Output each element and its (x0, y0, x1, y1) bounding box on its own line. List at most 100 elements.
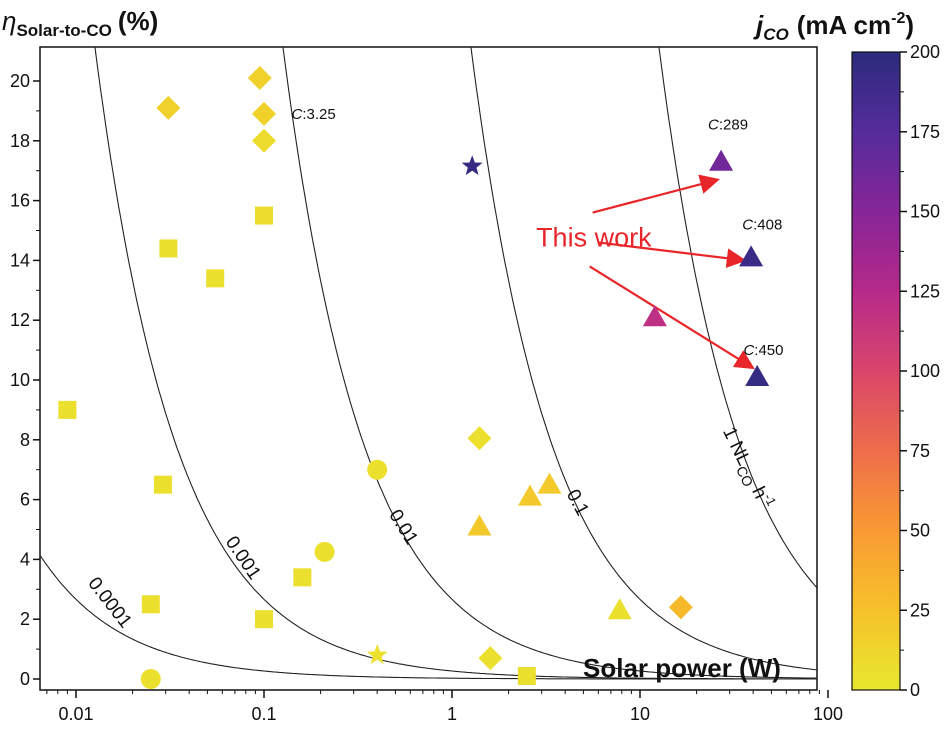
y-tick-label: 10 (10, 370, 30, 390)
square-marker (141, 595, 160, 614)
axes: 0.01 0.1 1 10 100 0 2 4 6 8 10 12 14 16 18 20 (10, 71, 843, 724)
triangle-marker (607, 598, 632, 620)
square-marker (159, 239, 178, 258)
c-annotation: C:3.25 (291, 106, 335, 123)
y-tick-label: 8 (20, 430, 30, 450)
square-marker (517, 667, 536, 686)
y-tick-label: 4 (20, 549, 30, 569)
c-annotation-value: :408 (753, 217, 782, 234)
c-annotation: C:408 (742, 217, 782, 234)
triangle-marker (537, 472, 562, 494)
contour-label: 1 NLCO h-1 (715, 422, 779, 514)
colorbar-ticks: 0 25 50 75 100 125 150 175 200 (900, 42, 940, 700)
contour-line (470, 47, 817, 671)
c-annotation-symbol: C (742, 217, 753, 234)
c-annotation-symbol: C (743, 342, 754, 359)
diamond-marker (467, 426, 492, 451)
square-marker (58, 400, 77, 419)
callout-arrow (589, 265, 755, 370)
contour-label-main: 1 NL (718, 424, 754, 469)
colorbar-tick-label: 75 (910, 441, 930, 461)
colorbar-tick-label: 175 (910, 122, 940, 142)
diamond-marker (247, 66, 272, 91)
y-tick-label: 0 (20, 669, 30, 689)
colorbar-tick-label: 125 (910, 281, 940, 301)
square-marker (206, 269, 225, 288)
colorbar-tick-label: 50 (910, 521, 930, 541)
colorbar-label-close: ) (905, 10, 914, 40)
diamond-marker (668, 595, 693, 620)
contour-label: 0.0001 (83, 573, 135, 632)
y-tick-label: 14 (10, 250, 30, 270)
circle-marker (140, 669, 161, 689)
y-tick-label: 18 (10, 131, 30, 151)
y-axis-symbol: η (2, 6, 16, 36)
callout-arrow (592, 174, 720, 214)
triangle-marker (518, 484, 543, 506)
c-annotation: C:289 (708, 116, 748, 133)
circle-marker (314, 541, 335, 562)
contour-lines (40, 47, 817, 680)
colorbar-tick-label: 150 (910, 202, 940, 222)
star-marker (366, 644, 388, 664)
colorbar-tick-label: 0 (910, 680, 920, 700)
contour-line (658, 47, 817, 589)
triangle-marker (642, 305, 667, 327)
y-tick-label: 6 (20, 490, 30, 510)
x-tick-label: 1 (447, 704, 457, 724)
colorbar-label-unit: (mA cm (797, 10, 891, 40)
c-annotation-symbol: C (708, 116, 719, 133)
data-points (58, 66, 770, 689)
triangle-marker (467, 514, 492, 536)
colorbar-label-exp: -2 (891, 10, 905, 27)
y-axis-unit: (%) (118, 6, 158, 36)
c-annotation-value: :3.25 (302, 106, 335, 123)
diamond-marker (252, 128, 276, 153)
square-marker (293, 568, 312, 587)
y-tick-label: 16 (10, 191, 30, 211)
plot-frame (39, 46, 818, 691)
triangle-marker (709, 149, 734, 171)
x-tick-label: 0.1 (251, 704, 276, 724)
diamond-marker (156, 95, 181, 120)
contour-label: 0.001 (221, 533, 265, 584)
x-tick-label: 10 (630, 704, 650, 724)
square-marker (255, 610, 273, 629)
diamond-marker (252, 101, 276, 126)
x-tick-label: 0.01 (58, 704, 93, 724)
colorbar-tick-label: 100 (910, 361, 940, 381)
triangle-marker (739, 245, 764, 267)
c-annotation: C:450 (743, 342, 783, 359)
colorbar-label-sub: CO (763, 25, 789, 44)
contour-line (94, 47, 817, 680)
contour-line (282, 47, 817, 679)
colorbar-tick-label: 200 (910, 42, 940, 62)
y-tick-label: 20 (10, 71, 30, 91)
callout-arrows (589, 174, 755, 370)
square-marker (255, 206, 273, 225)
x-axis-title: Solar power (W) (583, 653, 781, 683)
colorbar-label-main: j (753, 10, 764, 40)
square-marker (153, 475, 172, 494)
contour-labels: 0.0001 0.001 0.01 0.1 1 NLCO h-1 (83, 422, 779, 632)
y-tick-label: 12 (10, 310, 30, 330)
x-tick-label: 100 (813, 704, 843, 724)
colorbar-tick-label: 25 (910, 600, 930, 620)
circle-marker (367, 459, 388, 480)
y-axis-title: ηSolar-to-CO (%) (2, 6, 158, 40)
y-tick-label: 2 (20, 609, 30, 629)
diamond-marker (478, 646, 503, 671)
c-annotation-value: :450 (754, 342, 783, 359)
star-marker (461, 155, 483, 176)
triangle-marker (745, 365, 770, 387)
colorbar-title: jCO (mA cm-2) (753, 10, 914, 44)
c-annotation-symbol: C (291, 106, 302, 123)
c-annotation-value: :289 (719, 116, 748, 133)
callout-arrow (598, 241, 747, 269)
colorbar (851, 51, 901, 691)
contour-label: 0.1 (562, 486, 593, 519)
contour-label: 0.01 (384, 506, 421, 548)
y-axis-subscript: Solar-to-CO (16, 21, 111, 40)
